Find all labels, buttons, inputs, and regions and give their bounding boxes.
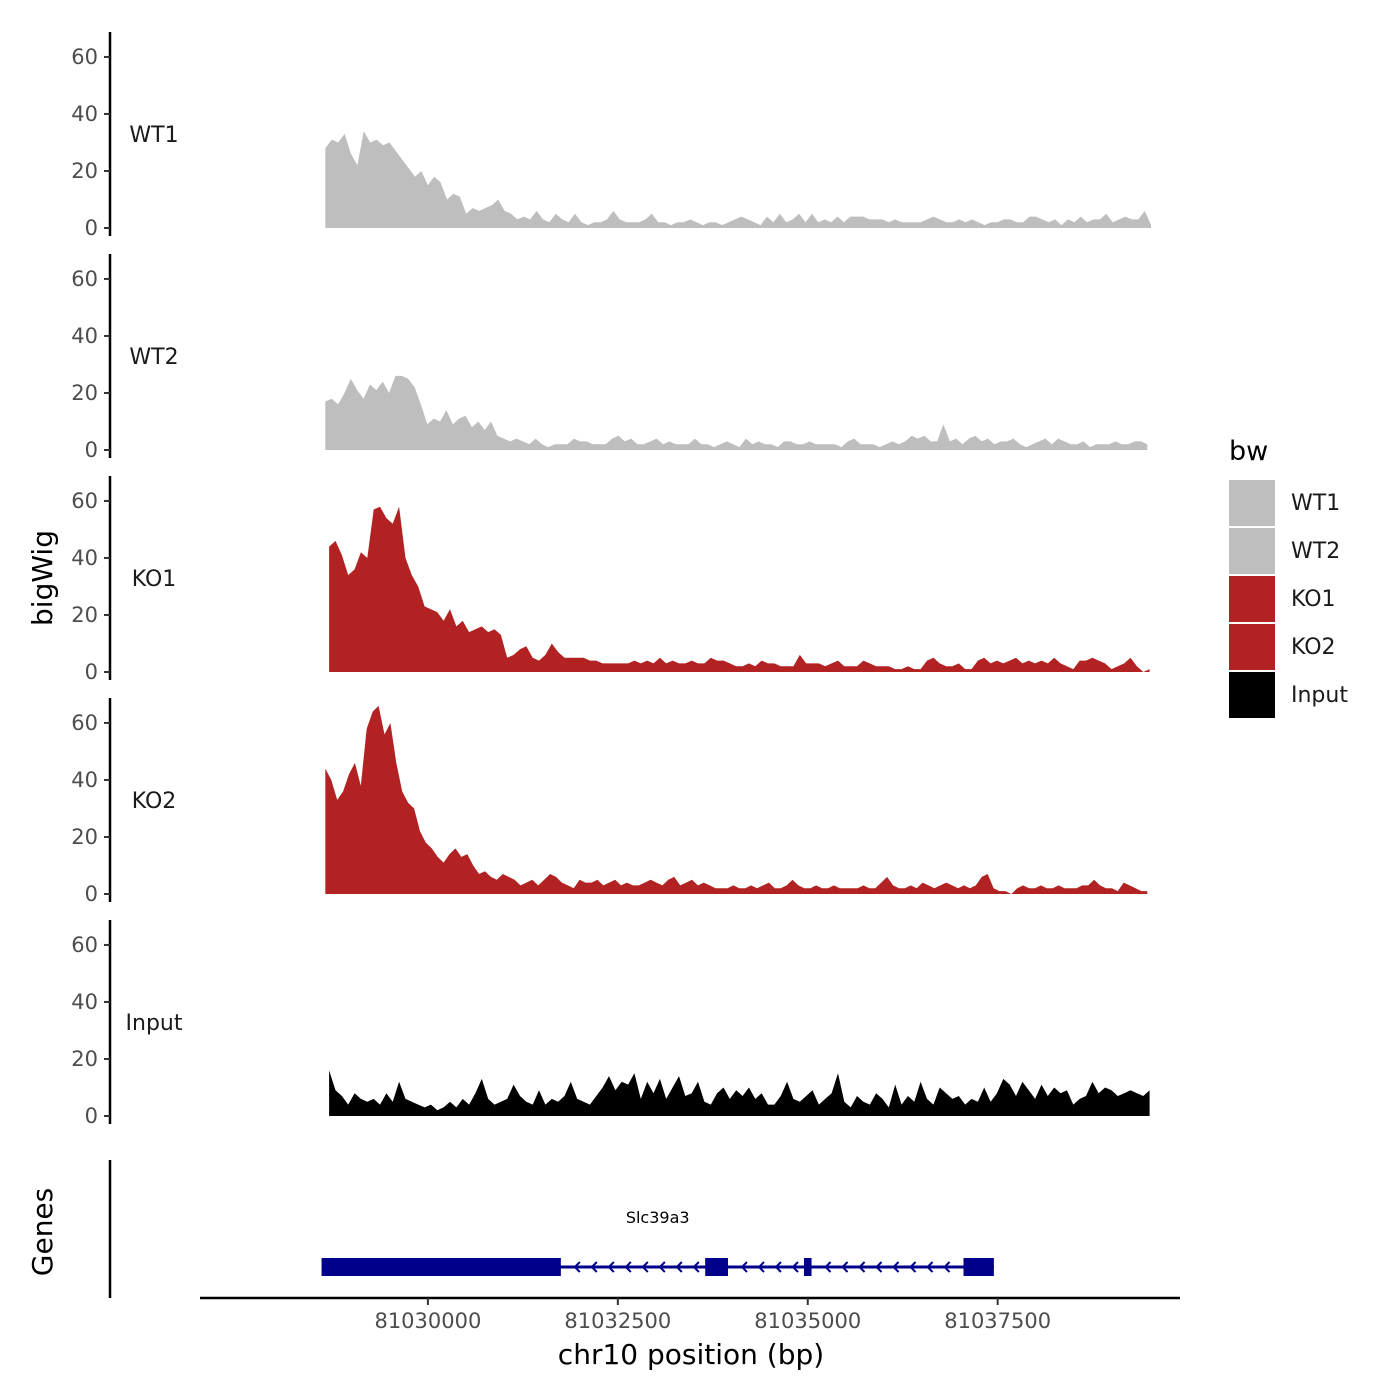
strand-arrow [841, 1261, 849, 1273]
legend-label-wt2: WT2 [1291, 539, 1340, 564]
area-input [329, 1070, 1150, 1116]
x-axis: 81030000 81032500 81035000 81037500 [200, 1296, 1180, 1333]
y-tick-label: 0 [85, 882, 98, 906]
strand-arrow [858, 1261, 866, 1273]
y-tick-label: 40 [71, 102, 98, 126]
y-tick-label: 40 [71, 990, 98, 1014]
strand-arrow [692, 1261, 700, 1273]
strand-arrow [943, 1261, 951, 1273]
y-tick-label: 20 [71, 603, 98, 627]
strand-arrow [740, 1261, 748, 1273]
y-tick-label: 20 [71, 825, 98, 849]
gene-exon [803, 1258, 812, 1276]
legend-title: bw [1229, 436, 1268, 467]
genes-axis-title: Genes [26, 1188, 59, 1276]
strand-arrow [791, 1261, 799, 1273]
y-tick-label: 60 [71, 45, 98, 69]
strand-arrow [774, 1261, 782, 1273]
gene-name-label: Slc39a3 [626, 1208, 690, 1227]
legend-swatch-wt2 [1229, 528, 1275, 574]
strand-arrow [675, 1261, 683, 1273]
strand-arrow [641, 1261, 649, 1273]
y-tick-label: 20 [71, 1047, 98, 1071]
area-ko2 [325, 705, 1148, 894]
y-tick-label: 60 [71, 489, 98, 513]
y-tick-label: 0 [85, 216, 98, 240]
y-tick-label: 60 [71, 933, 98, 957]
area-wt1 [325, 131, 1152, 228]
y-tick-label: 0 [85, 660, 98, 684]
track-ko2: 0 20 40 60 KO2 [71, 698, 1148, 906]
y-tick-label: 0 [85, 438, 98, 462]
x-tick-label: 81030000 [374, 1309, 481, 1333]
y-tick-label: 20 [71, 381, 98, 405]
legend-label-ko2: KO2 [1291, 635, 1336, 660]
track-wt1: 0 20 40 60 WT1 [71, 32, 1152, 240]
track-ko1: 0 20 40 60 KO1 [71, 476, 1150, 684]
strand-arrow [624, 1261, 632, 1273]
area-ko1 [329, 506, 1150, 672]
legend-swatch-wt1 [1229, 480, 1275, 526]
legend-swatch-ko2 [1229, 624, 1275, 670]
track-label-input: Input [126, 1011, 183, 1036]
signal-tracks: 0 20 40 60 WT1 0 20 40 60 WT2 0 20 40 60 KO1 0 20 40 60 KO2… [71, 32, 1152, 1128]
y-axis-title: bigWig [26, 530, 59, 626]
legend-label-input: Input [1291, 683, 1348, 708]
strand-arrow [607, 1261, 615, 1273]
track-wt2: 0 20 40 60 WT2 [71, 254, 1148, 462]
y-tick-label: 60 [71, 711, 98, 735]
y-tick-label: 60 [71, 267, 98, 291]
track-label-ko1: KO1 [132, 567, 177, 592]
strand-arrow [757, 1261, 765, 1273]
strand-arrow [573, 1261, 581, 1273]
y-tick-label: 40 [71, 546, 98, 570]
strand-arrow [590, 1261, 598, 1273]
y-tick-label: 20 [71, 159, 98, 183]
strand-arrow [658, 1261, 666, 1273]
track-label-wt1: WT1 [129, 123, 178, 148]
legend-label-wt1: WT1 [1291, 491, 1340, 516]
strand-arrow [926, 1261, 934, 1273]
strand-arrow [875, 1261, 883, 1273]
track-input: 0 20 40 60 Input [71, 920, 1150, 1128]
x-axis-title: chr10 position (bp) [558, 1338, 824, 1371]
legend-label-ko1: KO1 [1291, 587, 1336, 612]
track-label-ko2: KO2 [132, 789, 177, 814]
legend-swatch-input [1229, 672, 1275, 718]
strand-arrow [824, 1261, 832, 1273]
area-wt2 [325, 375, 1148, 450]
gene-exon [321, 1258, 561, 1276]
strand-arrow [909, 1261, 917, 1273]
y-tick-label: 40 [71, 768, 98, 792]
y-tick-label: 0 [85, 1104, 98, 1128]
strand-arrow [892, 1261, 900, 1273]
gene-track: Slc39a3 [108, 1160, 994, 1298]
x-tick-label: 81035000 [754, 1309, 861, 1333]
legend-swatch-ko1 [1229, 576, 1275, 622]
x-tick-label: 81037500 [944, 1309, 1051, 1333]
y-tick-label: 40 [71, 324, 98, 348]
gene-exon [963, 1258, 994, 1276]
track-label-wt2: WT2 [129, 345, 178, 370]
gene-exon [705, 1258, 728, 1276]
x-tick-label: 81032500 [564, 1309, 671, 1333]
legend: bw WT1 WT2 KO1 KO2 Input [1229, 436, 1348, 718]
